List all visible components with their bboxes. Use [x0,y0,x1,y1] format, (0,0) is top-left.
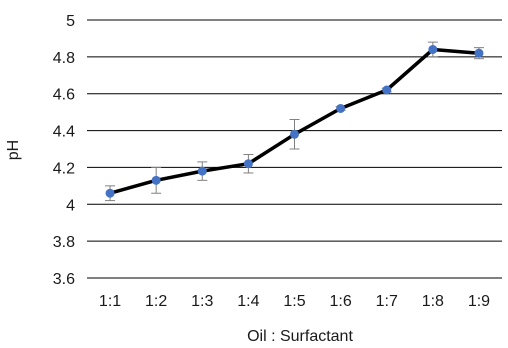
data-point [336,103,346,113]
y-tick-label: 4 [66,197,75,214]
y-tick-label: 5 [66,13,75,30]
x-tick-label: 1:9 [468,293,490,310]
x-tick-label: 1:7 [376,293,398,310]
data-point [105,188,115,198]
x-tick-label: 1:5 [283,293,305,310]
y-tick-label: 4.8 [53,50,75,67]
y-tick-label: 4.4 [53,124,75,141]
data-point [151,175,161,185]
data-point [474,48,484,58]
y-axis-ticks: 3.6 3.8 4 4.2 4.4 4.6 4.8 5 [53,13,75,288]
y-tick-label: 3.6 [53,271,75,288]
x-axis-ticks: 1:1 1:2 1:3 1:4 1:5 1:6 1:7 1:8 1:9 [99,293,490,310]
data-points [105,44,484,198]
data-point [428,44,438,54]
x-axis-title: Oil : Surfactant [247,328,353,345]
x-tick-label: 1:2 [145,293,167,310]
data-point [243,159,253,169]
data-point [290,129,299,139]
x-tick-label: 1:3 [191,293,213,310]
data-point [382,85,392,95]
y-tick-label: 3.8 [53,234,75,251]
data-point [197,166,207,176]
x-tick-label: 1:8 [422,293,444,310]
x-tick-label: 1:6 [329,293,351,310]
x-tick-label: 1:4 [237,293,259,310]
y-tick-label: 4.2 [53,160,75,177]
error-bars [105,41,484,202]
x-tick-label: 1:1 [99,293,121,310]
y-tick-label: 4.6 [53,87,75,104]
y-axis-title: pH [5,140,22,160]
